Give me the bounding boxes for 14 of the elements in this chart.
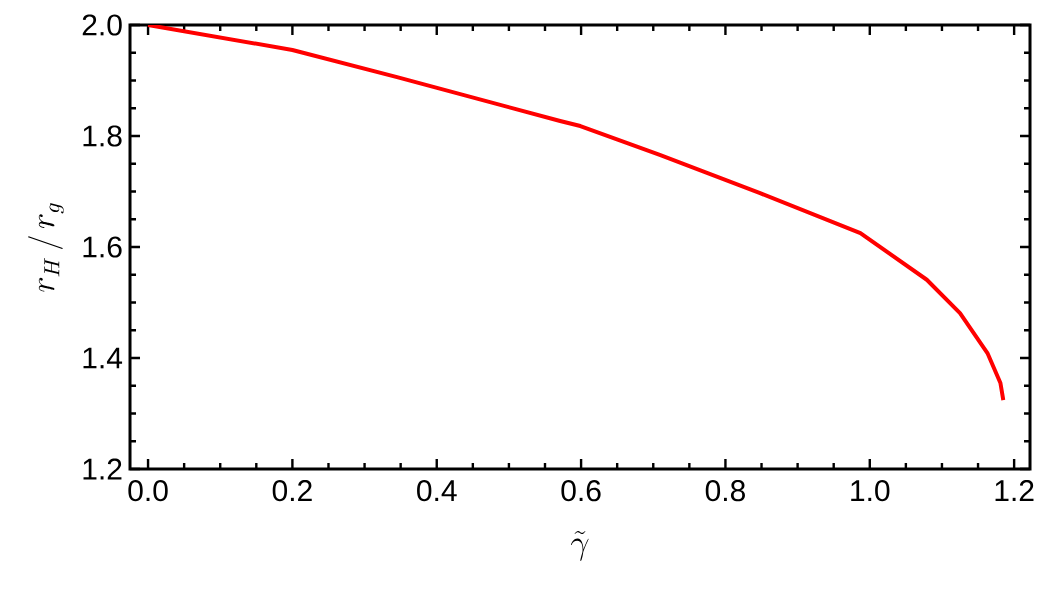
x-tick-label: 1.2 [995, 480, 1034, 502]
y-tick-label: 1.8 [83, 125, 122, 147]
x-tick-label: 0.2 [272, 480, 312, 502]
x-axis-title: $\tilde{\gamma}$ [570, 531, 589, 562]
x-tick-label: 0.6 [561, 480, 601, 502]
y-tick-label: 2.0 [82, 14, 122, 36]
x-tick-label: 0.8 [705, 480, 745, 502]
x-tick-label: 1.0 [851, 480, 890, 502]
y-tick-label: 1.4 [83, 347, 123, 369]
x-tick-label: 0.0 [128, 480, 168, 502]
x-tick-label: 0.4 [417, 480, 457, 502]
y-tick-label: 1.6 [83, 236, 122, 258]
y-tick-label: 1.2 [83, 458, 122, 480]
y-axis-title: $r_H\,/\,r_g$ [28, 203, 64, 292]
